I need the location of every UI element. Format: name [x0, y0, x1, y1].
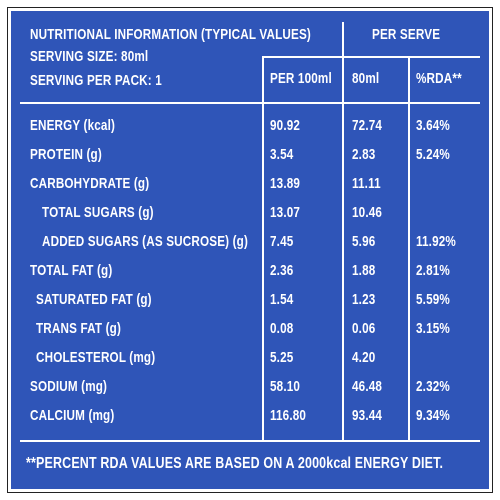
divider-vertical-80ml — [262, 56, 264, 440]
row-per100: 3.54 — [270, 146, 294, 163]
row-serve: 10.46 — [352, 204, 383, 221]
divider-per-serve-bottom — [262, 56, 480, 58]
row-label: CALCIUM (mg) — [30, 407, 115, 424]
row-rda: 5.24% — [416, 146, 450, 163]
row-serve: 46.48 — [352, 378, 383, 395]
row-per100: 13.89 — [270, 175, 301, 192]
row-rda: 5.59% — [416, 291, 450, 308]
row-per100: 90.92 — [270, 117, 301, 134]
row-label: PROTEIN (g) — [30, 146, 102, 163]
row-label: TOTAL SUGARS (g) — [42, 204, 154, 221]
row-label: SODIUM (mg) — [30, 378, 108, 395]
row-per100: 58.10 — [270, 378, 301, 395]
row-label: ENERGY (kcal) — [30, 117, 116, 134]
row-per100: 2.36 — [270, 262, 294, 279]
row-serve: 72.74 — [352, 117, 383, 134]
row-label: TOTAL FAT (g) — [30, 262, 113, 279]
col-header-per100: PER 100ml — [270, 70, 332, 87]
row-label: TRANS FAT (g) — [36, 320, 122, 337]
row-label: CHOLESTEROL (mg) — [36, 349, 156, 366]
row-label: ADDED SUGARS (AS SUCROSE) (g) — [42, 233, 249, 250]
divider-vertical-main — [342, 22, 344, 440]
row-serve: 1.23 — [352, 291, 376, 308]
row-rda: 3.15% — [416, 320, 450, 337]
nutrition-facts-panel — [8, 8, 492, 492]
row-per100: 0.08 — [270, 320, 294, 337]
row-label: CARBOHYDRATE (g) — [30, 175, 150, 192]
row-rda: 11.92% — [416, 233, 456, 250]
divider-vertical-rda — [408, 56, 410, 440]
row-serve: 2.83 — [352, 146, 376, 163]
per-serve-heading: PER SERVE — [372, 26, 441, 43]
row-serve: 4.20 — [352, 349, 376, 366]
row-per100: 1.54 — [270, 291, 294, 308]
row-rda: 9.34% — [416, 407, 450, 424]
serving-size: SERVING SIZE: 80ml — [30, 48, 149, 65]
row-per100: 13.07 — [270, 204, 301, 221]
row-per100: 116.80 — [270, 407, 307, 424]
row-serve: 93.44 — [352, 407, 383, 424]
row-serve: 1.88 — [352, 262, 376, 279]
row-serve: 11.11 — [352, 175, 381, 192]
row-per100: 5.25 — [270, 349, 294, 366]
row-rda: 2.32% — [416, 378, 450, 395]
col-header-80ml: 80ml — [352, 70, 380, 87]
row-per100: 7.45 — [270, 233, 294, 250]
col-header-rda: %RDA** — [416, 70, 462, 87]
divider-header-bottom — [20, 102, 480, 104]
row-label: SATURATED FAT (g) — [36, 291, 152, 308]
rda-footnote: **PERCENT RDA VALUES ARE BASED ON A 2000… — [26, 455, 444, 472]
divider-footer-top — [20, 440, 480, 442]
row-rda: 3.64% — [416, 117, 450, 134]
row-serve: 5.96 — [352, 233, 376, 250]
row-rda: 2.81% — [416, 262, 450, 279]
row-serve: 0.06 — [352, 320, 376, 337]
panel-title: NUTRITIONAL INFORMATION (TYPICAL VALUES) — [30, 26, 311, 43]
serving-per-pack: SERVING PER PACK: 1 — [30, 72, 162, 89]
